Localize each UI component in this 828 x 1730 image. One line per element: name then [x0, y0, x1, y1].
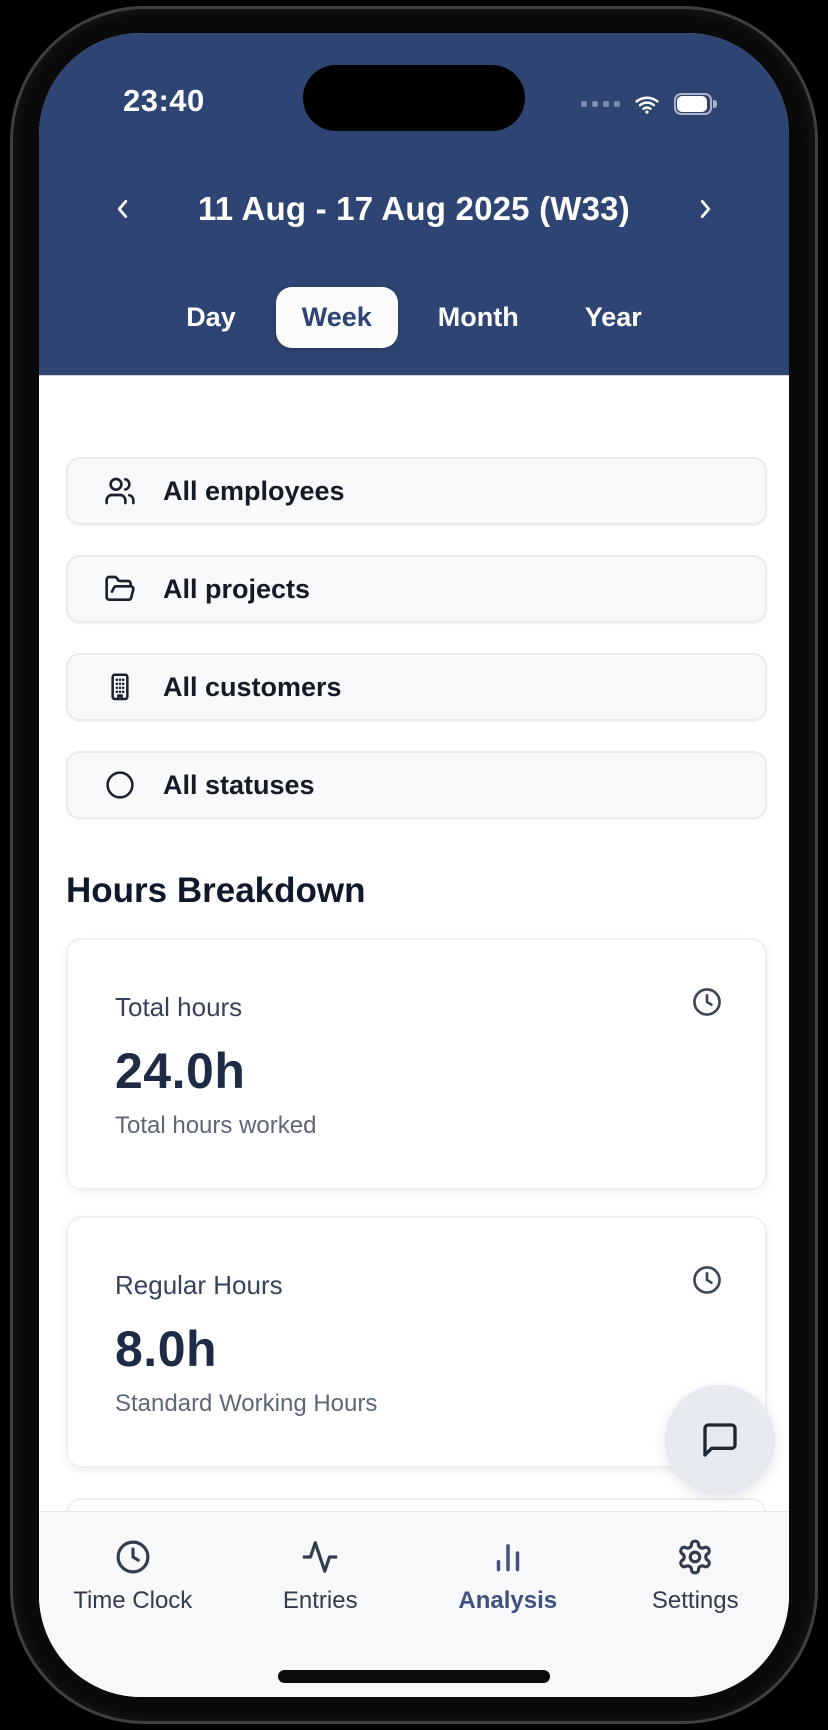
tab-analysis[interactable]: Analysis [414, 1512, 602, 1697]
segment-week[interactable]: Week [275, 286, 398, 348]
activity-icon [301, 1538, 339, 1576]
header: 23:40 11 Aug - 17 Aug 2025 (W3 [39, 33, 789, 375]
clock-icon [114, 1538, 152, 1576]
circle-icon [104, 769, 136, 801]
filter-all-statuses[interactable]: All statuses [66, 751, 767, 819]
segment-year[interactable]: Year [584, 301, 642, 332]
prev-week-button[interactable] [95, 183, 151, 235]
period-segmented-control: Day Week Month Year [39, 281, 789, 353]
tab-label: Analysis [458, 1587, 558, 1614]
tab-label: Entries [282, 1587, 358, 1614]
users-icon [104, 475, 136, 507]
phone-frame: 23:40 11 Aug - 17 Aug 2025 (W3 [10, 6, 818, 1724]
app-screen: 23:40 11 Aug - 17 Aug 2025 (W3 [39, 33, 789, 1697]
bottom-nav: Time Clock Entries Analysis [39, 1511, 789, 1697]
battery-icon [674, 93, 718, 115]
status-icons [581, 91, 718, 117]
status-time: 23:40 [123, 83, 205, 118]
card-subtitle: Standard Working Hours [115, 1390, 378, 1417]
clock-icon [691, 1264, 723, 1296]
cellular-signal-icon [581, 101, 620, 107]
gear-icon [676, 1538, 714, 1576]
total-hours-card: Total hours 24.0h Total hours worked [66, 938, 767, 1190]
wifi-icon [631, 91, 663, 117]
card-value: 8.0h [115, 1321, 218, 1377]
card-title: Total hours [115, 992, 243, 1022]
clock-icon [691, 986, 723, 1018]
tab-entries[interactable]: Entries [227, 1512, 415, 1697]
segment-day[interactable]: Day [186, 301, 236, 332]
filter-all-employees[interactable]: All employees [66, 457, 767, 525]
tab-settings[interactable]: Settings [602, 1512, 790, 1697]
filter-all-projects[interactable]: All projects [66, 555, 767, 623]
card-value: 24.0h [115, 1043, 246, 1099]
card-subtitle: Total hours worked [115, 1112, 317, 1139]
filter-label: All projects [163, 573, 311, 604]
bar-chart-icon [489, 1538, 527, 1576]
card-title: Regular Hours [115, 1270, 283, 1300]
section-title: Hours Breakdown [66, 871, 366, 910]
building-icon [104, 671, 136, 703]
regular-hours-card: Regular Hours 8.0h Standard Working Hour… [66, 1216, 767, 1468]
dynamic-island [303, 65, 525, 131]
tab-time-clock[interactable]: Time Clock [39, 1512, 227, 1697]
tab-label: Time Clock [73, 1587, 193, 1614]
tab-label: Settings [651, 1587, 739, 1614]
date-navigator: 11 Aug - 17 Aug 2025 (W33) [39, 183, 789, 235]
filter-list: All employees All projects [66, 457, 767, 849]
filter-label: All employees [163, 475, 345, 506]
date-range-title: 11 Aug - 17 Aug 2025 (W33) [198, 190, 630, 227]
chat-icon [700, 1420, 740, 1460]
filter-all-customers[interactable]: All customers [66, 653, 767, 721]
chat-fab-button[interactable] [665, 1385, 775, 1495]
home-indicator[interactable] [278, 1670, 550, 1683]
filter-label: All customers [163, 671, 342, 702]
folder-icon [104, 573, 136, 605]
filter-label: All statuses [163, 769, 315, 800]
segment-month[interactable]: Month [437, 301, 519, 332]
next-week-button[interactable] [677, 183, 733, 235]
